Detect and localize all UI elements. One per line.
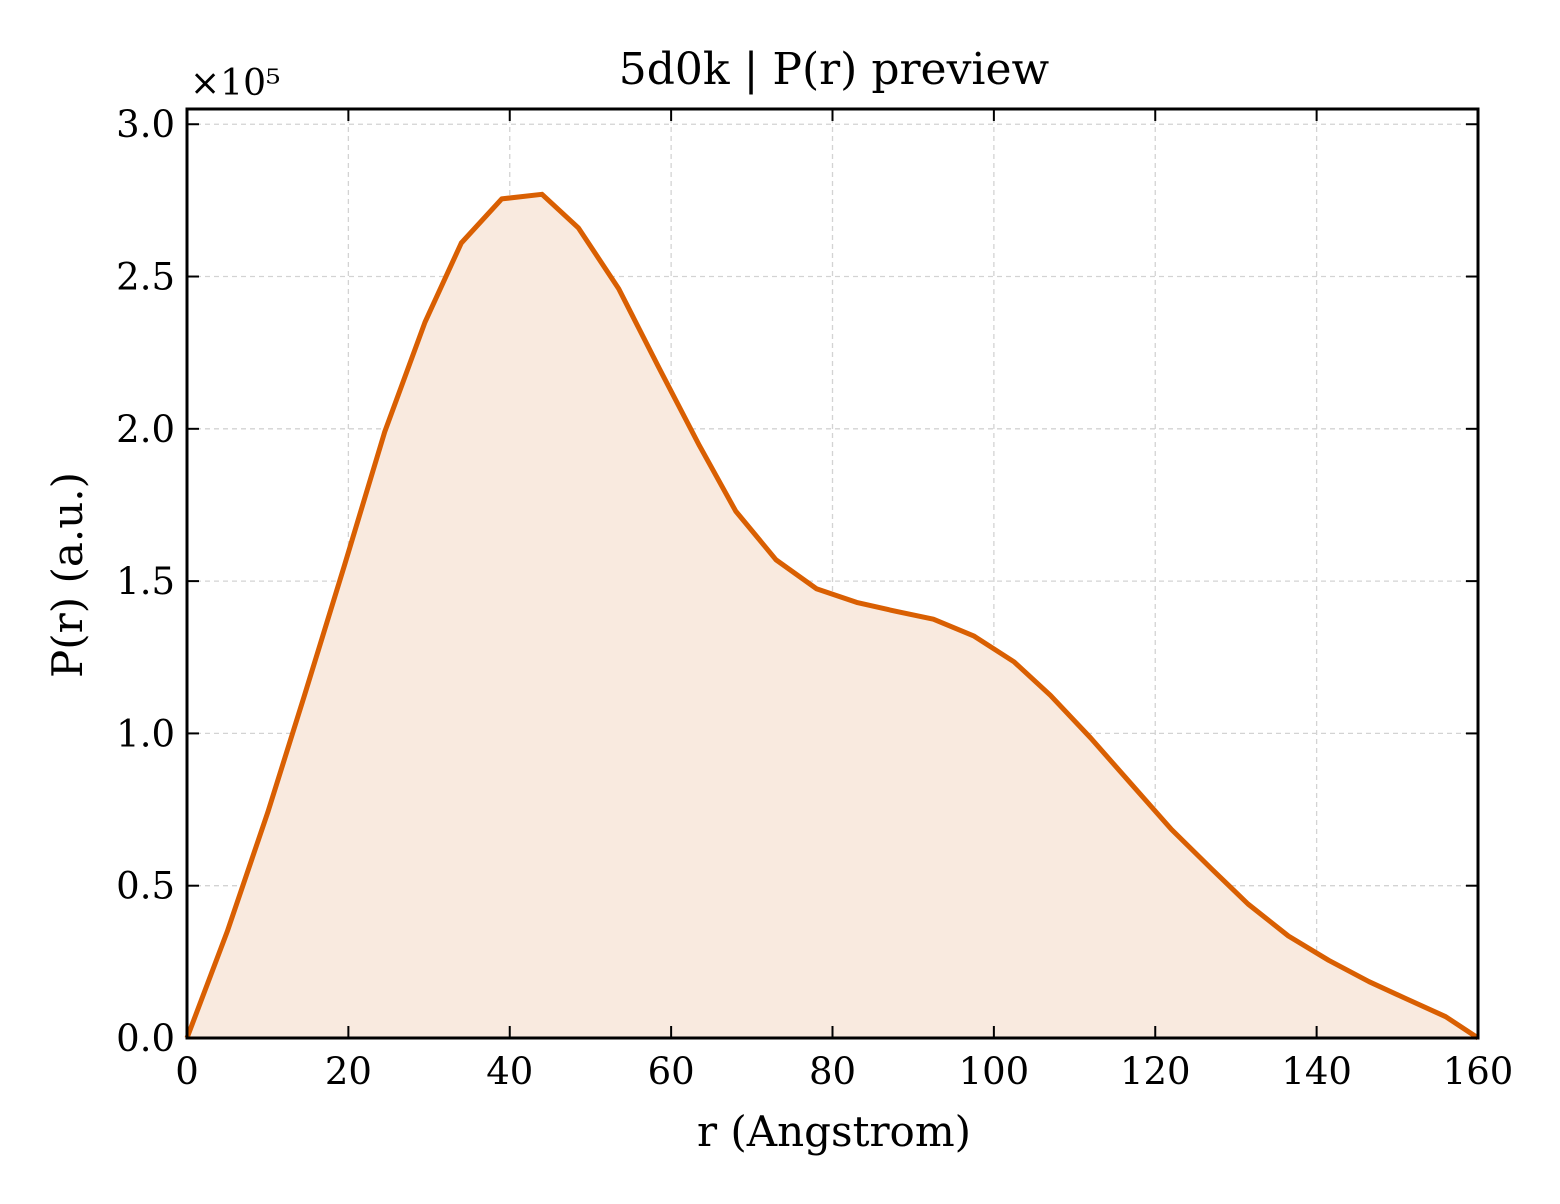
data-point [854, 600, 859, 605]
data-point [1246, 902, 1251, 907]
y-tick-label: 1.5 [116, 560, 175, 603]
y-tick-label: 3.0 [116, 103, 175, 146]
data-point [225, 929, 230, 934]
tick-labels: 0 20 40 60 80 100 120 140 160 0.0 0.5 1.0 1.5 2.0 2.5 3… [116, 103, 1513, 1093]
data-point [576, 225, 581, 230]
data-point [733, 509, 738, 514]
x-tick-label: 60 [648, 1050, 695, 1093]
y-axis-label: P(r) (a.u.) [43, 472, 92, 678]
data-point [382, 429, 387, 434]
data-point [1169, 827, 1174, 832]
data-point [814, 586, 819, 591]
data-point [971, 633, 976, 638]
y-tick-label: 2.5 [116, 256, 175, 299]
data-point [931, 617, 936, 622]
chart-title: 5d0k | P(r) preview [619, 44, 1050, 95]
pr-area-fill [187, 194, 1478, 1039]
y-tick-label: 2.0 [116, 408, 175, 451]
data-point [342, 563, 347, 568]
data-point [774, 557, 779, 562]
y-tick-label: 0.0 [116, 1017, 175, 1060]
x-tick-label: 100 [959, 1050, 1030, 1093]
data-point [1088, 736, 1093, 741]
x-tick-label: 140 [1281, 1050, 1352, 1093]
x-tick-label: 40 [486, 1050, 533, 1093]
y-tick-label: 1.0 [116, 712, 175, 755]
data-point [423, 320, 428, 325]
data-point [1367, 979, 1372, 984]
x-tick-label: 20 [325, 1050, 372, 1093]
data-point [499, 196, 504, 201]
data-point [1209, 867, 1214, 872]
data-point [1286, 934, 1291, 939]
x-tick-label: 160 [1443, 1050, 1514, 1093]
pr-series-line [184, 191, 1480, 1041]
x-axis-label: r (Angstrom) [697, 1107, 971, 1156]
data-point [302, 694, 307, 699]
data-point [697, 443, 702, 448]
x-tick-label: 80 [809, 1050, 856, 1093]
data-point [1443, 1014, 1448, 1019]
x-tick-label: 120 [1120, 1050, 1191, 1093]
data-point [1129, 781, 1134, 786]
data-point [895, 609, 900, 614]
data-point [265, 810, 270, 815]
y-offset-label: ×10⁵ [190, 63, 280, 104]
data-point [1326, 958, 1331, 963]
x-tick-label: 0 [175, 1050, 199, 1093]
axis-ticks [186, 109, 1479, 1039]
data-point [657, 365, 662, 370]
data-point [459, 241, 464, 246]
data-point [540, 192, 545, 197]
y-tick-label: 0.5 [116, 865, 175, 908]
data-point [1403, 996, 1408, 1001]
data-point [1048, 693, 1053, 698]
data-point [616, 286, 621, 291]
data-point [1012, 659, 1017, 664]
